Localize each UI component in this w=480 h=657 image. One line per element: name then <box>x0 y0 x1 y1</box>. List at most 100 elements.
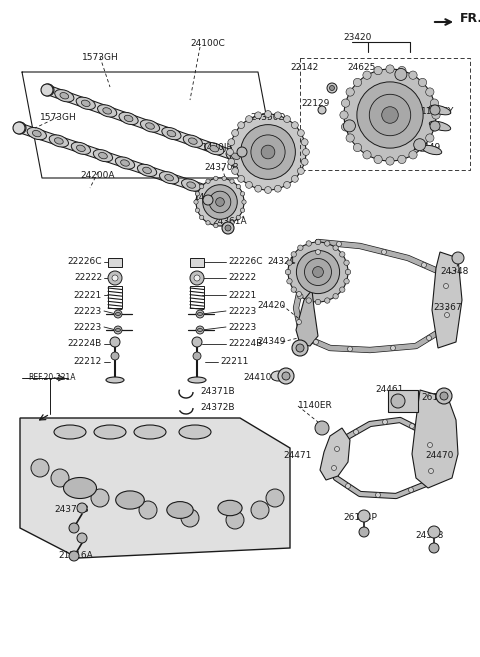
Circle shape <box>315 421 329 435</box>
Circle shape <box>284 181 290 189</box>
Text: 1573GH: 1573GH <box>82 53 119 62</box>
Circle shape <box>391 346 396 350</box>
Text: 22226C: 22226C <box>228 258 263 267</box>
Circle shape <box>181 509 199 527</box>
Circle shape <box>194 200 198 204</box>
Text: 22223: 22223 <box>74 307 102 315</box>
Circle shape <box>348 346 352 351</box>
Text: 22226C: 22226C <box>68 258 102 267</box>
Text: FR.: FR. <box>460 12 480 24</box>
Text: 21516A: 21516A <box>59 551 94 560</box>
Circle shape <box>14 122 26 134</box>
Circle shape <box>297 292 301 296</box>
Circle shape <box>430 121 440 131</box>
Circle shape <box>77 533 87 543</box>
Circle shape <box>226 511 244 529</box>
Ellipse shape <box>162 127 181 140</box>
Ellipse shape <box>49 135 69 147</box>
Circle shape <box>17 125 23 131</box>
Circle shape <box>236 215 240 219</box>
Text: 24375B: 24375B <box>55 505 89 514</box>
Circle shape <box>409 424 415 428</box>
Circle shape <box>251 501 269 519</box>
Ellipse shape <box>55 89 74 102</box>
Circle shape <box>444 284 448 288</box>
Circle shape <box>308 269 312 273</box>
Circle shape <box>382 250 386 254</box>
Text: 24348: 24348 <box>441 267 469 277</box>
Circle shape <box>363 150 371 159</box>
Ellipse shape <box>188 377 206 383</box>
Ellipse shape <box>143 167 151 173</box>
Text: 24625: 24625 <box>348 64 376 72</box>
Polygon shape <box>296 290 318 346</box>
Circle shape <box>408 487 413 493</box>
Circle shape <box>246 116 252 122</box>
Ellipse shape <box>140 120 160 132</box>
Circle shape <box>261 145 275 159</box>
Circle shape <box>313 340 319 344</box>
Ellipse shape <box>94 425 126 439</box>
Circle shape <box>329 85 335 91</box>
Circle shape <box>301 139 308 146</box>
Ellipse shape <box>197 313 203 315</box>
Text: 24370B: 24370B <box>204 164 240 173</box>
Circle shape <box>346 88 354 96</box>
Text: 24361A: 24361A <box>213 217 247 227</box>
Circle shape <box>196 310 204 318</box>
Circle shape <box>216 198 224 206</box>
Circle shape <box>429 468 433 474</box>
Circle shape <box>288 242 348 302</box>
Circle shape <box>344 69 436 161</box>
Circle shape <box>42 84 54 96</box>
Text: 1140ER: 1140ER <box>298 401 333 411</box>
Circle shape <box>206 179 210 183</box>
Ellipse shape <box>210 145 218 152</box>
Text: 22221: 22221 <box>228 290 256 300</box>
Ellipse shape <box>76 145 85 152</box>
Circle shape <box>357 82 423 148</box>
Circle shape <box>346 484 350 489</box>
Circle shape <box>409 150 417 159</box>
Text: 24349: 24349 <box>258 338 286 346</box>
Text: 22211: 22211 <box>220 357 248 367</box>
Circle shape <box>343 120 355 132</box>
Circle shape <box>200 185 204 189</box>
Circle shape <box>228 139 235 146</box>
Text: 24471: 24471 <box>284 451 312 461</box>
Circle shape <box>284 116 290 122</box>
Ellipse shape <box>54 425 86 439</box>
Text: 22224B: 22224B <box>228 340 262 348</box>
Ellipse shape <box>134 425 166 439</box>
Circle shape <box>298 294 303 299</box>
Circle shape <box>230 179 234 183</box>
Circle shape <box>292 340 308 356</box>
Circle shape <box>375 493 381 497</box>
Circle shape <box>291 287 297 292</box>
Circle shape <box>383 420 387 424</box>
Text: 22223: 22223 <box>74 323 102 332</box>
Text: 24348: 24348 <box>416 532 444 541</box>
Circle shape <box>282 372 290 380</box>
Circle shape <box>255 185 262 192</box>
Polygon shape <box>320 428 350 480</box>
Circle shape <box>238 122 244 129</box>
Circle shape <box>428 526 440 538</box>
Circle shape <box>429 543 439 553</box>
Circle shape <box>193 352 201 360</box>
Circle shape <box>391 394 405 408</box>
Circle shape <box>240 125 295 179</box>
Circle shape <box>428 443 432 447</box>
Ellipse shape <box>116 491 144 509</box>
Ellipse shape <box>106 377 124 383</box>
Text: 24321: 24321 <box>268 258 296 267</box>
Circle shape <box>353 430 359 434</box>
Circle shape <box>353 78 361 87</box>
Ellipse shape <box>209 189 217 196</box>
Circle shape <box>304 258 332 286</box>
Circle shape <box>436 388 452 404</box>
Circle shape <box>426 88 434 96</box>
Circle shape <box>69 551 79 561</box>
Circle shape <box>195 192 200 196</box>
Circle shape <box>206 221 210 225</box>
